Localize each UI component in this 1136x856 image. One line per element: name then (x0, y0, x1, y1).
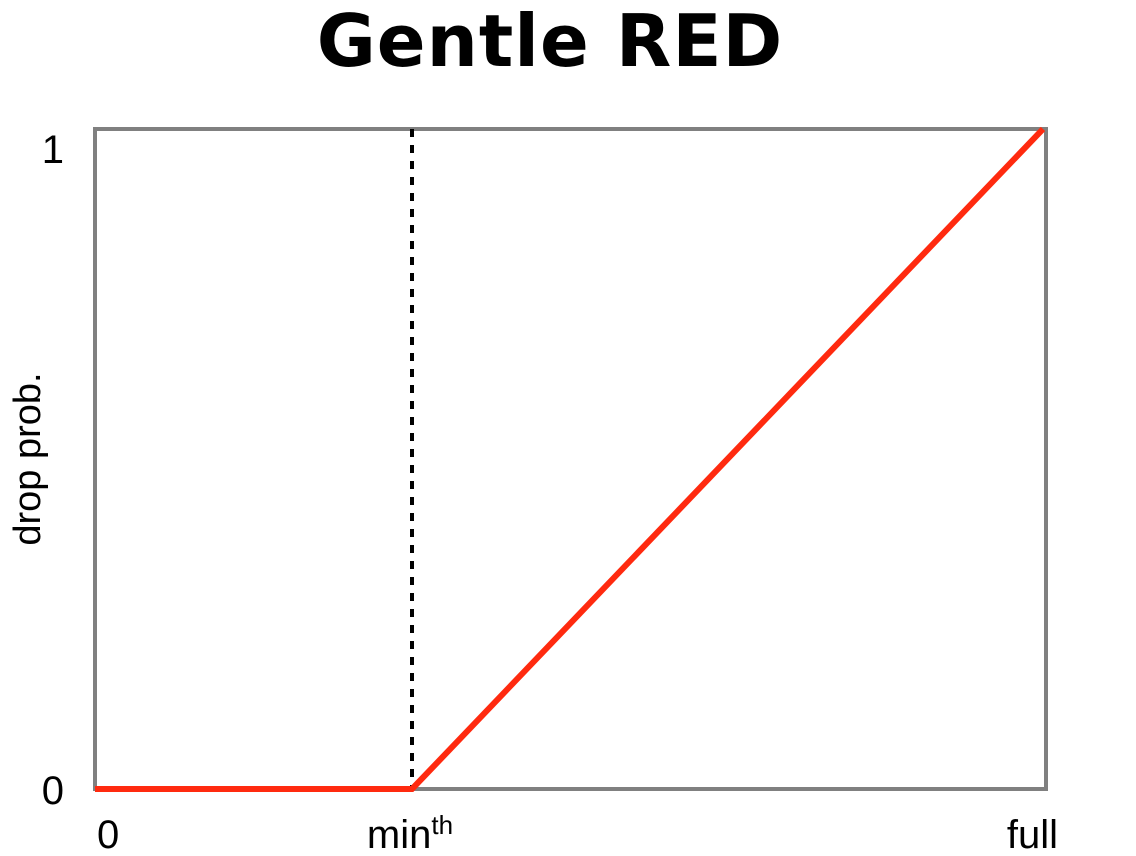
x-tick-label-full: full (1007, 813, 1058, 856)
drop-probability-line (95, 126, 1046, 792)
x-tick-label-zero: 0 (97, 813, 119, 856)
x-tick-label-minth: minth (367, 810, 453, 856)
y-axis-label: drop prob. (7, 372, 49, 545)
plot-frame (93, 127, 1048, 791)
y-tick-label-1: 1 (42, 128, 64, 172)
y-tick-label-0: 0 (42, 769, 64, 813)
chart-title: Gentle RED (317, 0, 784, 83)
